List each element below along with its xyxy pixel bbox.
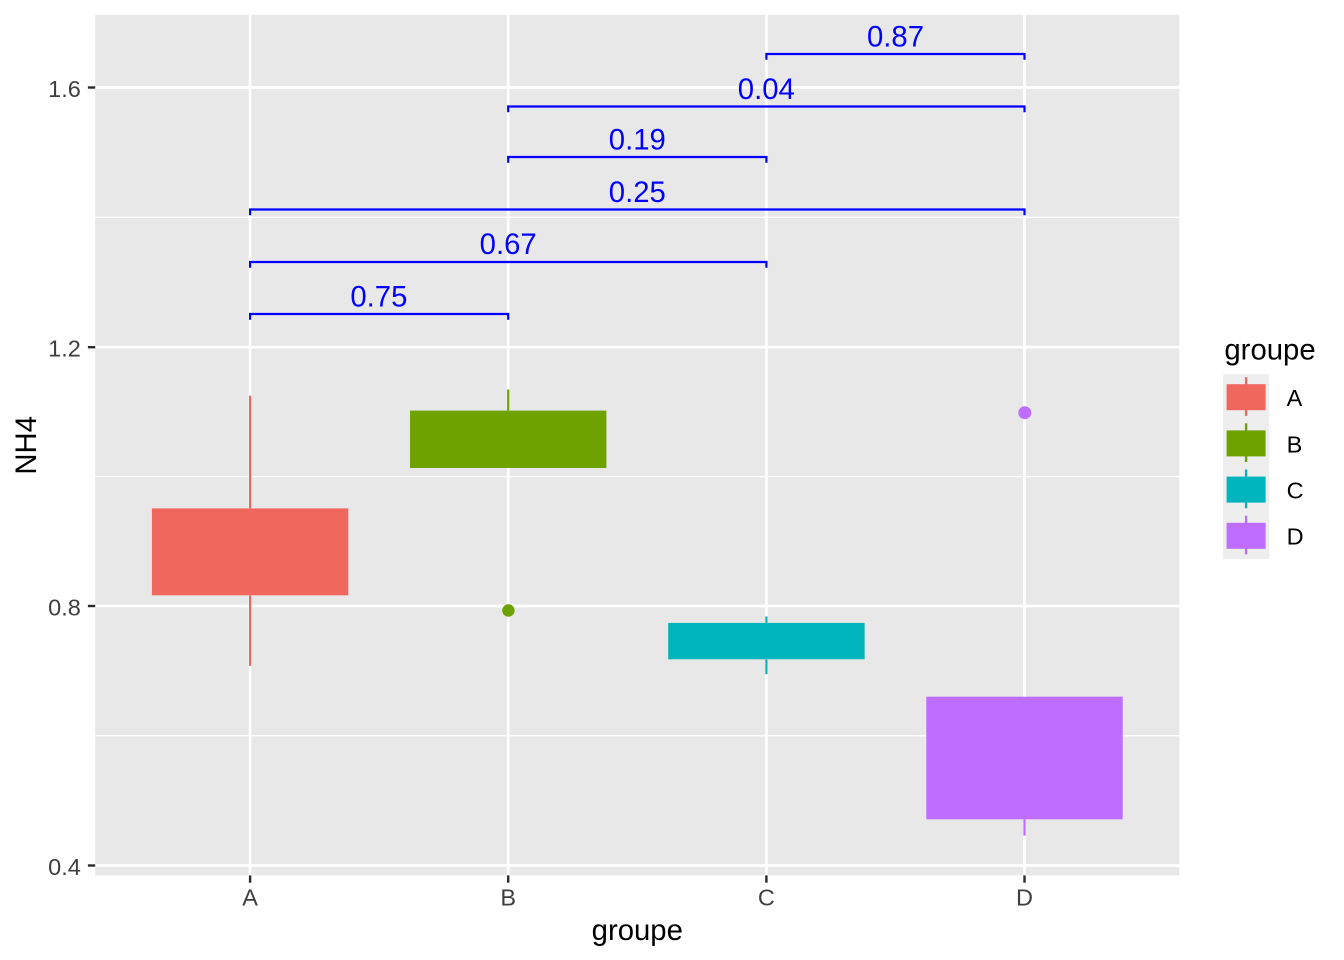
svg-text:0.67: 0.67 bbox=[480, 228, 537, 261]
svg-text:1.6: 1.6 bbox=[48, 76, 81, 102]
svg-text:groupe: groupe bbox=[592, 914, 683, 947]
svg-text:1.2: 1.2 bbox=[48, 336, 81, 362]
svg-text:0.8: 0.8 bbox=[48, 595, 81, 621]
svg-text:0.19: 0.19 bbox=[609, 124, 666, 157]
svg-text:B: B bbox=[500, 885, 516, 911]
svg-text:A: A bbox=[1287, 385, 1303, 411]
svg-text:0.87: 0.87 bbox=[867, 21, 924, 54]
svg-text:D: D bbox=[1287, 524, 1304, 550]
svg-text:C: C bbox=[758, 885, 775, 911]
svg-text:groupe: groupe bbox=[1224, 333, 1315, 366]
svg-text:D: D bbox=[1016, 885, 1033, 911]
svg-text:A: A bbox=[242, 885, 258, 911]
svg-text:0.75: 0.75 bbox=[350, 281, 407, 314]
svg-text:C: C bbox=[1287, 478, 1304, 504]
svg-text:0.4: 0.4 bbox=[48, 854, 81, 880]
svg-text:0.25: 0.25 bbox=[609, 176, 666, 209]
svg-text:B: B bbox=[1287, 431, 1303, 457]
svg-text:NH4: NH4 bbox=[10, 416, 43, 475]
svg-text:0.04: 0.04 bbox=[738, 73, 795, 106]
